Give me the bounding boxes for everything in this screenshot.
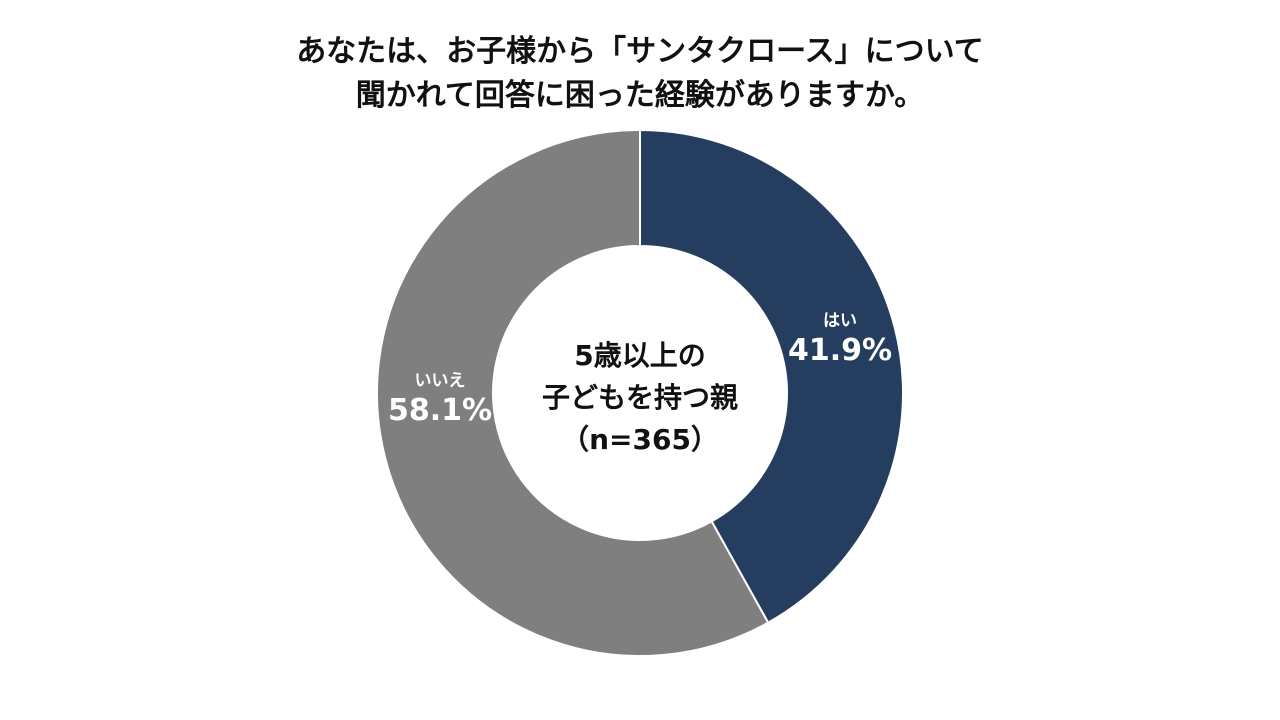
donut-center-label: 5歳以上の 子どもを持つ親 （n=365） [490,335,790,461]
slice-value-no: 58.1% [387,393,493,428]
donut-slice-yes [639,128,904,625]
donut-slice-no [376,128,770,657]
slice-label-yes: はい 41.9% [770,310,910,370]
chart-title-line-2: 聞かれて回答に困った経験がありますか。 [355,78,925,113]
center-label-line-2: 子どもを持つ親 [541,381,738,414]
slice-label-no: いいえ 58.1% [370,370,510,430]
slice-value-yes: 41.9% [787,333,893,368]
center-label-line-3: （n=365） [561,423,719,456]
chart-title: あなたは、お子様から「サンタクロース」について 聞かれて回答に困った経験がありま… [0,30,1280,118]
center-label-line-1: 5歳以上の [574,339,706,372]
slice-category-yes: はい [823,311,857,331]
slice-category-no: いいえ [414,371,466,391]
chart-title-line-1: あなたは、お子様から「サンタクロース」について [296,34,984,69]
